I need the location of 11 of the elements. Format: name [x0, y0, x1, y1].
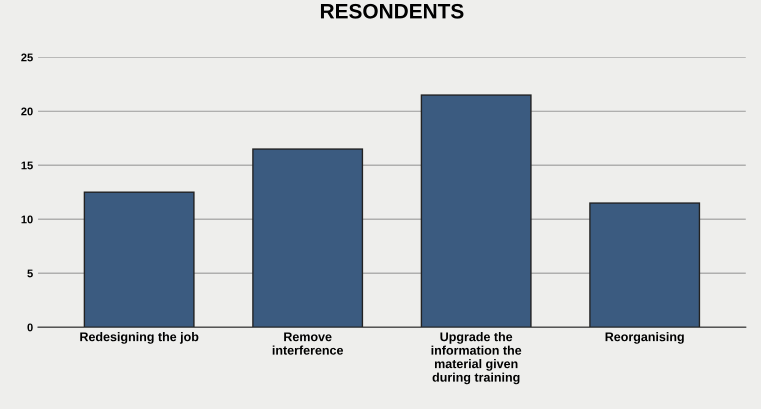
y-tick-label: 5 [27, 270, 33, 278]
x-tick-label: Remove interference [272, 332, 344, 355]
y-tick-label: 15 [22, 162, 33, 170]
y-tick-label: 25 [21, 54, 33, 62]
y-tick-label: 20 [21, 108, 33, 116]
chart-title: RESONDENTS [320, 4, 464, 19]
x-tick-label: Upgrade the information the material given during training [432, 332, 522, 384]
y-tick-label: 10 [22, 215, 33, 224]
y-tick-label: 0 [27, 323, 33, 332]
x-tick-label: Redesigning the job [80, 332, 198, 344]
x-tick-label: Reorganising [606, 332, 684, 344]
